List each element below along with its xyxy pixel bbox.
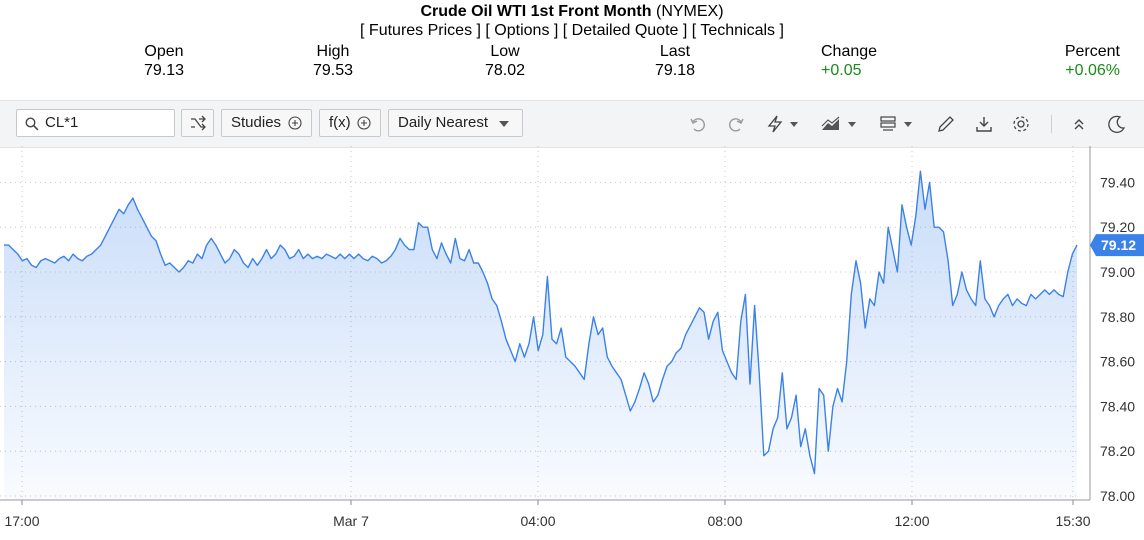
toolbar-divider (1051, 115, 1052, 133)
x-tick-label: 12:00 (894, 513, 929, 529)
percent-value: +0.06% (1065, 62, 1120, 79)
high-label: High (316, 43, 350, 60)
plus-circle-icon (288, 116, 302, 130)
quote-last: Last 79.18 (650, 42, 700, 80)
quote-links: [ Futures Prices ] [ Options ] [ Detaile… (0, 21, 1144, 40)
y-tick-label: 79.20 (1100, 219, 1135, 235)
period-label: Daily Nearest (398, 114, 489, 131)
studies-button[interactable]: Studies (221, 109, 312, 137)
last-value: 79.18 (654, 62, 696, 79)
price-chart-svg: 79.40 79.20 79.00 78.80 78.60 78.40 78.20 78.00… (0, 146, 1144, 529)
price-chart: 79.40 79.20 79.00 78.80 78.60 78.40 78.20 78.00… (0, 146, 1144, 535)
gear-icon[interactable] (1011, 114, 1031, 134)
display-settings-icon[interactable] (879, 114, 915, 134)
symbol-search-input[interactable]: CL*1 (16, 109, 175, 137)
search-icon (25, 117, 39, 131)
compare-button[interactable] (181, 109, 214, 137)
link-technicals[interactable]: [ Technicals ] (691, 22, 784, 39)
instrument-title: Crude Oil WTI 1st Front Month (NYMEX) (0, 2, 1144, 21)
quote-change: Change +0.05 (821, 42, 889, 80)
chart-toolbar: CL*1 Studies f(x) Daily Nearest (0, 100, 1144, 148)
price-area-fill (4, 171, 1077, 500)
y-tick-label: 78.40 (1100, 398, 1135, 414)
x-tick-label: 04:00 (520, 513, 555, 529)
collapse-chevrons-icon[interactable] (1069, 114, 1089, 134)
functions-label: f(x) (329, 114, 351, 131)
exchange-name: (NYMEX) (655, 3, 724, 20)
quote-percent: Percent +0.06% (1048, 42, 1120, 80)
x-tick-label: 08:00 (707, 513, 742, 529)
x-tick-label: 15:30 (1055, 513, 1090, 529)
undo-icon[interactable] (688, 114, 708, 134)
high-value: 79.53 (312, 62, 354, 79)
change-value: +0.05 (821, 62, 862, 79)
x-tick-label: 17:00 (4, 513, 39, 529)
events-lightning-icon[interactable] (765, 114, 801, 134)
quote-high: High 79.53 (308, 42, 358, 80)
y-tick-label: 78.60 (1100, 354, 1135, 370)
open-value: 79.13 (143, 62, 185, 79)
period-select[interactable]: Daily Nearest (388, 109, 523, 137)
quote-open: Open 79.13 (139, 42, 189, 80)
y-tick-label: 78.80 (1100, 309, 1135, 325)
y-tick-label: 79.00 (1100, 264, 1135, 280)
last-label: Last (659, 43, 691, 60)
low-value: 78.02 (484, 62, 526, 79)
y-tick-label: 78.20 (1100, 443, 1135, 459)
symbol-search-value: CL*1 (45, 114, 79, 131)
open-label: Open (144, 43, 184, 60)
instrument-name: Crude Oil WTI 1st Front Month (420, 3, 652, 20)
draw-pencil-icon[interactable] (936, 114, 956, 134)
link-detailed-quote[interactable]: [ Detailed Quote ] (562, 22, 688, 39)
studies-label: Studies (231, 114, 282, 131)
price-series-line (4, 170, 1078, 475)
low-label: Low (490, 43, 520, 60)
shuffle-icon (191, 115, 206, 131)
link-options[interactable]: [ Options ] (485, 22, 559, 39)
functions-button[interactable]: f(x) (319, 109, 381, 137)
redo-icon[interactable] (726, 114, 746, 134)
caret-down-icon (499, 121, 509, 127)
plus-circle-icon (357, 116, 371, 130)
y-tick-label: 79.40 (1100, 174, 1135, 190)
change-label: Change (821, 43, 878, 60)
download-icon[interactable] (974, 114, 994, 134)
x-tick-label: Mar 7 (333, 513, 369, 529)
last-price-badge: 79.12 (1090, 234, 1144, 257)
dark-mode-icon[interactable] (1107, 114, 1127, 134)
quote-low: Low 78.02 (480, 42, 530, 80)
last-price-badge-label: 79.12 (1101, 237, 1136, 253)
chart-type-icon[interactable] (821, 114, 859, 134)
percent-label: Percent (1064, 43, 1120, 60)
y-tick-label: 78.00 (1100, 488, 1135, 504)
link-futures-prices[interactable]: [ Futures Prices ] (360, 22, 481, 39)
